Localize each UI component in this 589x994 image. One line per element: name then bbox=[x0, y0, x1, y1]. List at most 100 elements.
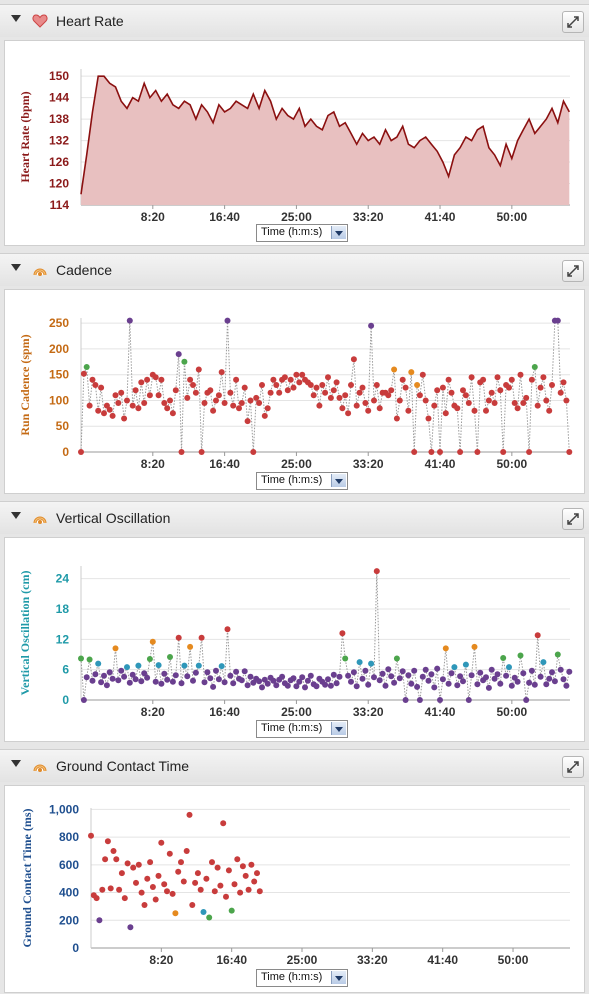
data-point bbox=[197, 886, 204, 893]
data-point bbox=[86, 402, 93, 409]
data-point bbox=[506, 384, 512, 391]
chevron-down-icon[interactable] bbox=[331, 474, 346, 487]
x-axis-select[interactable]: Time (h:m:s) bbox=[256, 969, 348, 987]
data-point bbox=[250, 449, 257, 455]
data-point bbox=[238, 400, 245, 406]
data-point bbox=[276, 389, 283, 396]
data-point bbox=[425, 677, 432, 684]
data-point bbox=[520, 400, 527, 406]
data-point bbox=[494, 671, 501, 678]
data-point bbox=[264, 680, 271, 687]
ground-contact-time-chart-panel: 0 200 400 600 800 1,000 8:20 16:40 25:00 33:20 41:… bbox=[4, 785, 585, 993]
data-point bbox=[526, 449, 533, 455]
data-point bbox=[161, 670, 168, 677]
data-point bbox=[382, 682, 389, 689]
x-tick-label: 50:00 bbox=[496, 457, 527, 471]
data-point bbox=[437, 449, 443, 455]
data-point bbox=[365, 407, 372, 414]
data-point bbox=[540, 659, 547, 666]
data-point bbox=[348, 678, 354, 685]
data-point bbox=[296, 379, 303, 386]
section-header[interactable]: Heart Rate bbox=[0, 4, 589, 37]
data-point bbox=[237, 889, 244, 896]
data-point bbox=[256, 400, 263, 406]
data-point bbox=[135, 662, 142, 669]
data-point bbox=[376, 405, 383, 412]
data-point bbox=[169, 410, 176, 417]
chevron-down-icon[interactable] bbox=[331, 722, 346, 735]
data-point bbox=[500, 449, 507, 455]
data-point bbox=[465, 697, 472, 703]
data-point bbox=[164, 405, 171, 412]
data-point bbox=[290, 384, 297, 391]
x-axis-select[interactable]: Time (h:m:s) bbox=[256, 472, 348, 490]
data-point bbox=[299, 371, 306, 378]
data-point bbox=[214, 864, 221, 871]
data-point bbox=[333, 680, 340, 687]
collapse-toggle-icon[interactable] bbox=[11, 512, 21, 519]
data-point bbox=[270, 677, 277, 684]
data-point bbox=[422, 397, 429, 404]
expand-button[interactable] bbox=[562, 508, 584, 530]
data-point bbox=[356, 659, 363, 666]
x-axis-select[interactable]: Time (h:m:s) bbox=[256, 224, 348, 242]
data-point bbox=[113, 856, 120, 863]
series-connector bbox=[80, 320, 570, 453]
data-point bbox=[503, 672, 510, 679]
data-point bbox=[451, 664, 458, 671]
y-tick-label: 50 bbox=[56, 419, 70, 433]
data-point bbox=[563, 397, 570, 404]
data-point bbox=[201, 679, 208, 686]
data-point bbox=[175, 351, 182, 358]
collapse-toggle-icon[interactable] bbox=[11, 760, 21, 767]
data-point bbox=[83, 364, 90, 370]
y-tick-label: 132 bbox=[49, 134, 69, 148]
data-point bbox=[471, 643, 478, 650]
data-point bbox=[376, 677, 383, 684]
data-point bbox=[121, 673, 128, 680]
data-point bbox=[189, 902, 196, 908]
expand-button[interactable] bbox=[562, 260, 584, 282]
section-header[interactable]: Cadence bbox=[0, 253, 589, 286]
data-point bbox=[431, 402, 438, 409]
data-point bbox=[396, 397, 403, 404]
x-axis-select[interactable]: Time (h:m:s) bbox=[256, 720, 348, 738]
data-point bbox=[327, 394, 334, 401]
data-point bbox=[98, 679, 105, 686]
data-point bbox=[514, 678, 521, 685]
data-point bbox=[284, 387, 291, 394]
data-point bbox=[180, 878, 187, 885]
data-point bbox=[362, 400, 369, 406]
data-point bbox=[149, 884, 156, 890]
collapse-toggle-icon[interactable] bbox=[11, 15, 21, 22]
data-point bbox=[129, 402, 136, 409]
collapse-toggle-icon[interactable] bbox=[11, 264, 21, 271]
data-point bbox=[207, 675, 214, 682]
y-tick-label: 800 bbox=[59, 830, 79, 844]
expand-button[interactable] bbox=[562, 11, 584, 33]
section-title: Ground Contact Time bbox=[56, 758, 190, 774]
data-point bbox=[95, 660, 102, 667]
section-header[interactable]: Vertical Oscillation bbox=[0, 501, 589, 534]
data-point bbox=[296, 678, 303, 685]
data-point bbox=[210, 407, 217, 414]
data-point bbox=[405, 407, 412, 414]
expand-button[interactable] bbox=[562, 756, 584, 778]
x-tick-label: 16:40 bbox=[209, 210, 240, 224]
data-point bbox=[491, 675, 498, 682]
data-point bbox=[273, 682, 280, 689]
y-axis-label: Vertical Oscillation (cm) bbox=[18, 571, 32, 696]
chevron-down-icon[interactable] bbox=[331, 971, 346, 984]
heart-rate-chart: 114 120 126 132 138 144 150 8:20 16:40 25:00 33:20… bbox=[18, 69, 571, 224]
data-point bbox=[89, 376, 96, 383]
data-point bbox=[448, 389, 455, 396]
section-header[interactable]: Ground Contact Time bbox=[0, 749, 589, 782]
data-point bbox=[549, 669, 555, 676]
heart-rate-line bbox=[80, 75, 571, 195]
data-point bbox=[270, 376, 277, 383]
x-axis-select-value: Time (h:m:s) bbox=[261, 474, 323, 486]
data-point bbox=[385, 392, 392, 399]
runner-icon bbox=[33, 516, 47, 524]
data-point bbox=[388, 387, 395, 394]
chevron-down-icon[interactable] bbox=[331, 226, 346, 239]
